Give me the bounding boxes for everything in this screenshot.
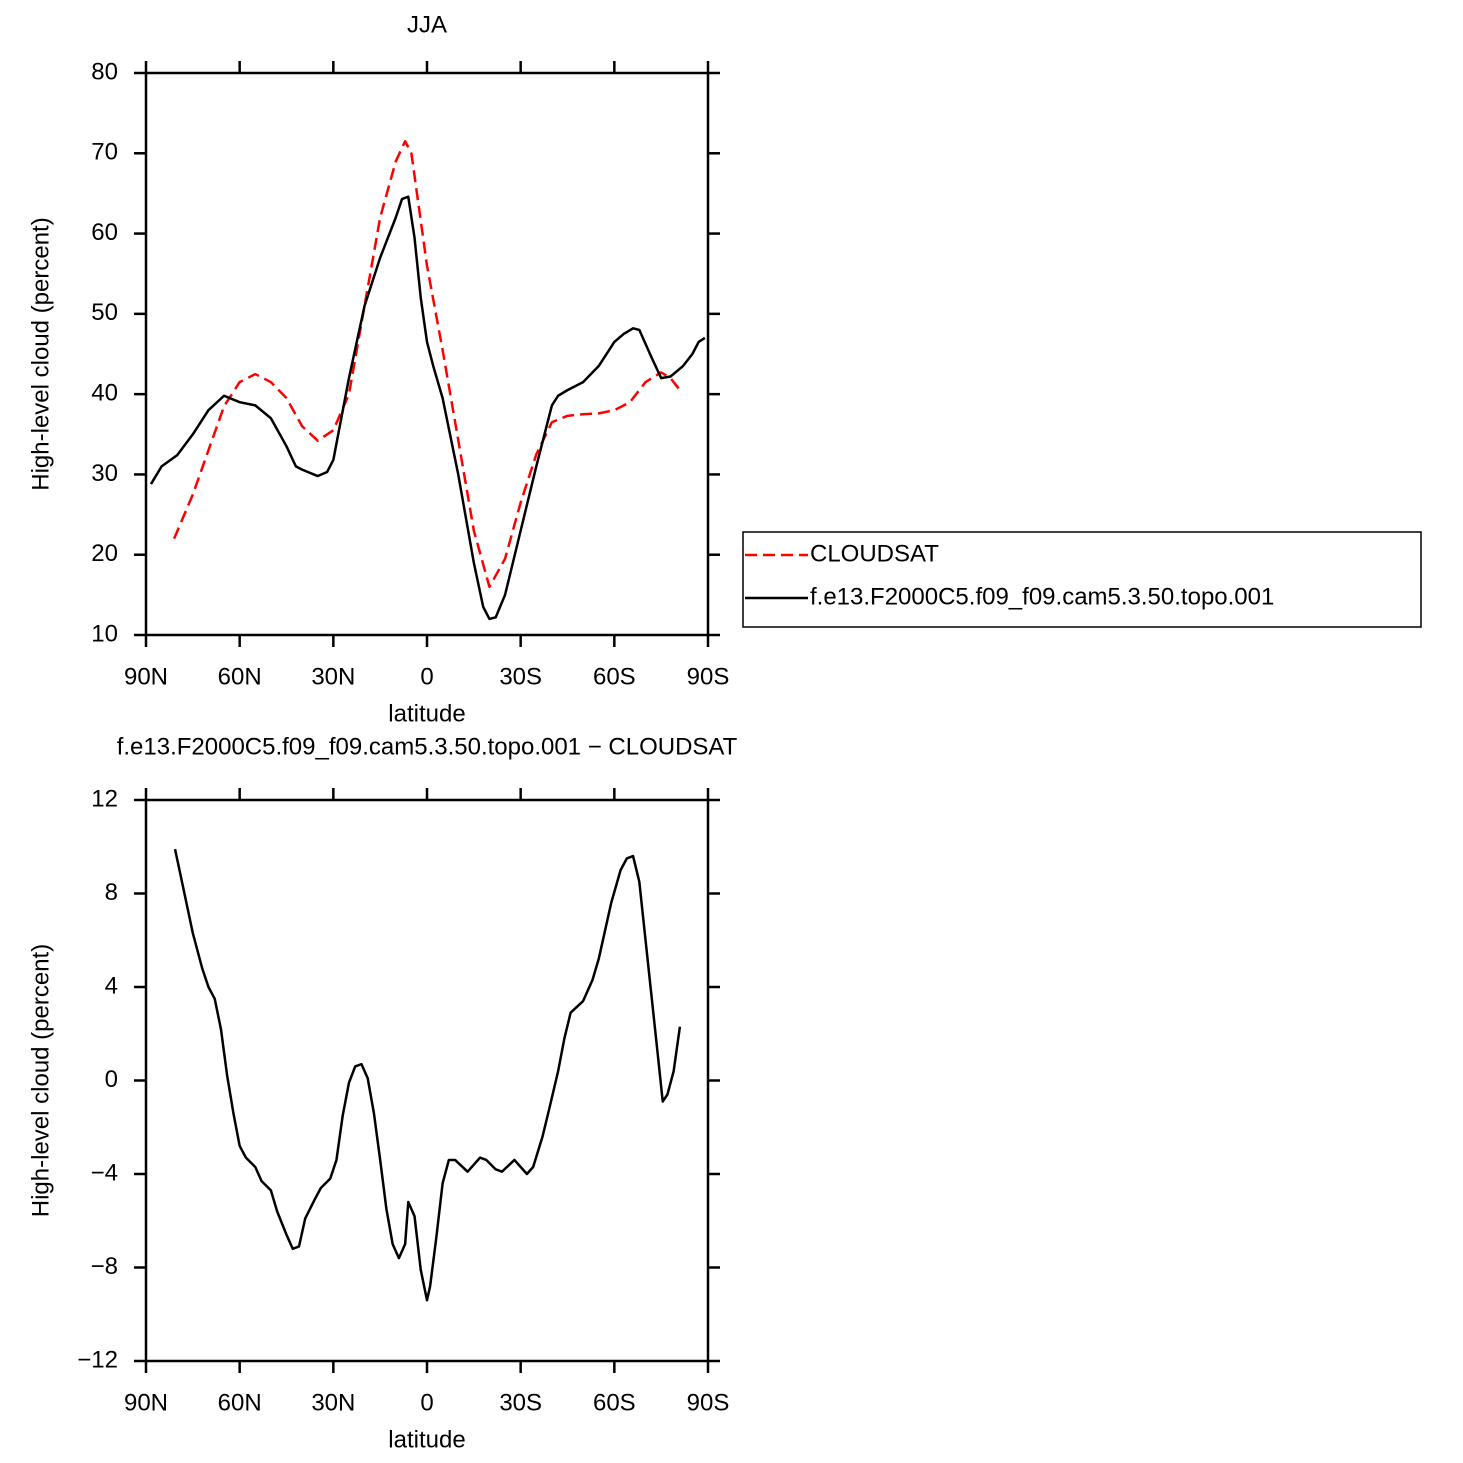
x-tick-label: 60N — [218, 1389, 262, 1416]
data-line — [149, 195, 706, 621]
x-axis-label: latitude — [388, 700, 465, 727]
chart-title: f.e13.F2000C5.f09_f09.cam5.3.50.topo.001… — [117, 733, 738, 760]
y-tick-label: 80 — [91, 58, 118, 85]
y-tick-label: 12 — [91, 785, 118, 812]
plot-frame — [144, 71, 710, 637]
data-line — [172, 139, 681, 589]
x-tick-label: 90S — [687, 1389, 730, 1416]
y-tick-label: 50 — [91, 299, 118, 326]
y-axis-label: High-level cloud (percent) — [27, 944, 54, 1217]
plot-frame — [144, 798, 710, 1363]
chart-title: JJA — [407, 11, 447, 38]
y-axis-label: High-level cloud (percent) — [27, 217, 54, 490]
x-tick-label: 60S — [593, 1389, 636, 1416]
y-tick-label: −4 — [91, 1159, 118, 1186]
x-tick-label: 30N — [311, 663, 355, 690]
x-axis-label: latitude — [388, 1426, 465, 1453]
legend-label: f.e13.F2000C5.f09_f09.cam5.3.50.topo.001 — [810, 583, 1274, 610]
x-tick-label: 0 — [420, 1389, 433, 1416]
x-tick-label: 0 — [420, 663, 433, 690]
y-tick-label: 60 — [91, 219, 118, 246]
x-tick-label: 60N — [218, 663, 262, 690]
x-tick-label: 30N — [311, 1389, 355, 1416]
data-line — [173, 848, 682, 1302]
x-tick-label: 90N — [124, 663, 168, 690]
x-tick-label: 30S — [499, 663, 542, 690]
y-tick-label: 10 — [91, 620, 118, 647]
y-tick-label: −8 — [91, 1253, 118, 1280]
y-tick-label: 30 — [91, 460, 118, 487]
x-tick-label: 90N — [124, 1389, 168, 1416]
x-tick-label: 30S — [499, 1389, 542, 1416]
y-tick-label: 70 — [91, 139, 118, 166]
x-tick-label: 60S — [593, 663, 636, 690]
y-tick-label: 40 — [91, 379, 118, 406]
y-tick-label: 0 — [105, 1066, 118, 1093]
y-tick-label: −12 — [77, 1346, 118, 1373]
y-tick-label: 4 — [105, 972, 118, 999]
legend-label: CLOUDSAT — [810, 540, 939, 567]
x-tick-label: 90S — [687, 663, 730, 690]
legend-box — [742, 531, 1422, 628]
y-tick-label: 20 — [91, 540, 118, 567]
y-tick-label: 8 — [105, 879, 118, 906]
